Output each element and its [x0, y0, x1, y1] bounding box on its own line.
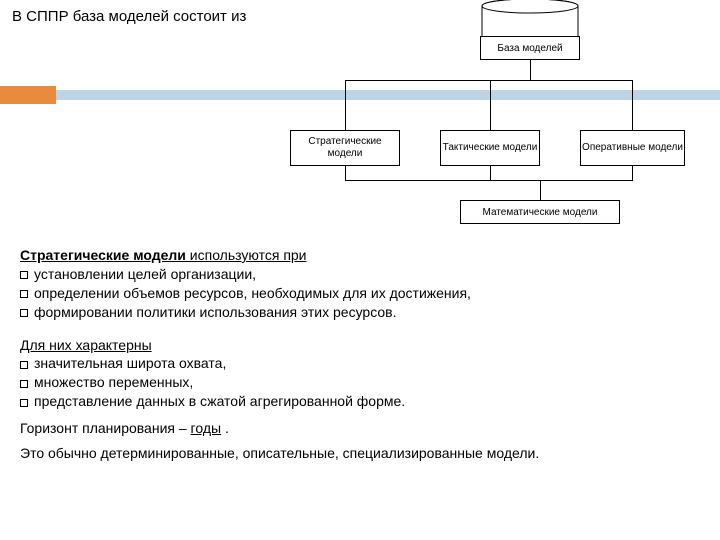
horizon-post: . [221, 420, 229, 436]
section2-lead: Для них характерны [20, 336, 700, 355]
node-root: База моделей [480, 36, 580, 60]
node-tactical: Тактические модели [440, 130, 540, 166]
bullet-icon [20, 399, 28, 407]
types-line: Это обычно детерминированные, описательн… [20, 444, 700, 463]
node-label: Оперативные модели [582, 142, 683, 154]
node-label: Математические модели [483, 207, 598, 218]
bullet-item: множество переменных, [20, 373, 700, 392]
bullet-icon [20, 309, 28, 317]
slide-title: В СППР база моделей состоит из [12, 8, 246, 25]
accent-bar [0, 90, 720, 100]
connector [345, 80, 633, 81]
bullet-item: значительная широта охвата, [20, 354, 700, 373]
bullet-text: формировании политики использования этих… [34, 304, 396, 320]
bullet-icon [20, 380, 28, 388]
bullet-icon [20, 271, 28, 279]
bullet-icon [20, 290, 28, 298]
connector [345, 166, 346, 180]
bullet-icon [20, 361, 28, 369]
bullet-text: представление данных в сжатой агрегирова… [34, 393, 405, 409]
accent-left-block [0, 86, 56, 104]
node-root-label: База моделей [497, 43, 562, 54]
body-text: Стратегические модели используются при у… [20, 246, 700, 463]
connector [490, 166, 491, 180]
connector [490, 80, 491, 130]
connector [345, 180, 633, 181]
node-math: Математические модели [460, 200, 620, 224]
bullet-item: установлении целей организации, [20, 265, 700, 284]
node-label: Тактические модели [443, 142, 538, 154]
bullet-text: определении объемов ресурсов, необходимы… [34, 285, 471, 301]
connector [632, 166, 633, 180]
bullet-item: представление данных в сжатой агрегирова… [20, 392, 700, 411]
lead-bold: Стратегические модели [20, 247, 186, 263]
lead-rest: используются при [186, 247, 307, 263]
node-operational: Оперативные модели [580, 130, 685, 166]
connector [540, 180, 541, 200]
node-label: Стратегические модели [291, 136, 399, 160]
bullet-text: установлении целей организации, [34, 266, 256, 282]
section1-lead: Стратегические модели используются при [20, 246, 700, 265]
horizon-pre: Горизонт планирования – [20, 420, 191, 436]
bullet-item: формировании политики использования этих… [20, 303, 700, 322]
bullet-text: множество переменных, [34, 374, 193, 390]
node-strategic: Стратегические модели [290, 130, 400, 166]
connector [632, 80, 633, 130]
bullet-item: определении объемов ресурсов, необходимы… [20, 284, 700, 303]
connector [345, 80, 346, 130]
connector [530, 60, 531, 80]
horizon-word: годы [191, 420, 222, 436]
horizon-line: Горизонт планирования – годы . [20, 419, 700, 438]
bullet-text: значительная широта охвата, [34, 355, 226, 371]
